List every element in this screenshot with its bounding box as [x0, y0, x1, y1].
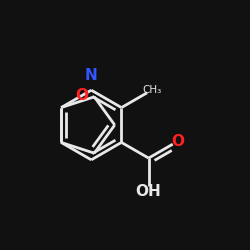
Text: N: N — [85, 68, 98, 84]
Text: CH₃: CH₃ — [142, 85, 162, 95]
Text: O: O — [76, 88, 89, 103]
Text: OH: OH — [136, 184, 162, 199]
Text: O: O — [171, 134, 184, 149]
